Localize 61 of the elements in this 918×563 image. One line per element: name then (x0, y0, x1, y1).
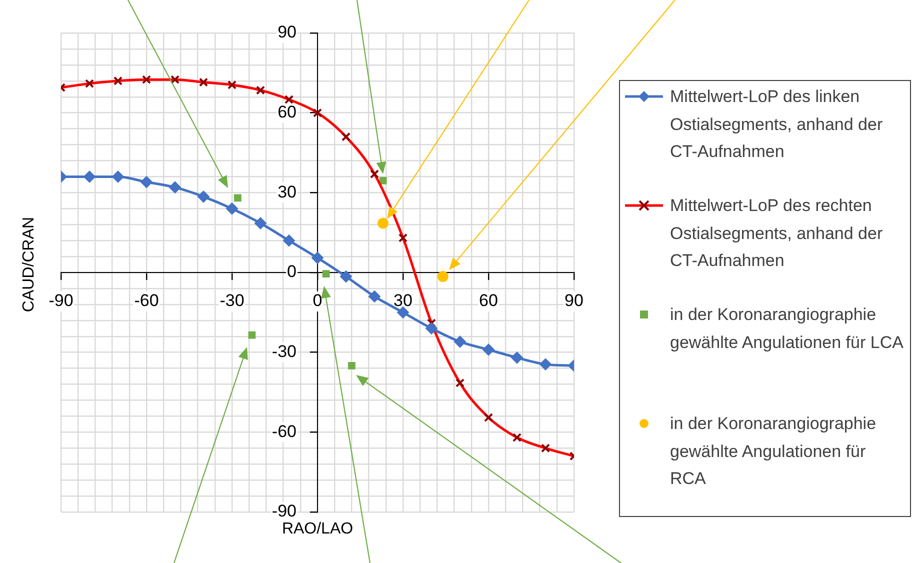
point (511, 352, 523, 364)
point (512, 432, 522, 442)
point (284, 94, 294, 104)
y-tick-label: 60 (278, 102, 296, 122)
point (455, 378, 465, 388)
y-tick-label: -60 (272, 422, 296, 441)
point (370, 170, 380, 179)
point (256, 86, 266, 95)
x-tick-label: -90 (48, 291, 74, 310)
x-tick-label: 90 (564, 291, 584, 310)
point (140, 176, 152, 188)
x-tick-label: 30 (394, 291, 412, 310)
point (170, 75, 180, 84)
x-tick-label: -30 (220, 291, 244, 310)
point (540, 358, 552, 370)
y-tick-label: 0 (287, 262, 296, 282)
y-tick-label: 30 (278, 182, 296, 202)
x-tick-label: 60 (479, 291, 498, 310)
point (378, 218, 389, 229)
point (348, 362, 356, 370)
x-tick-label: 0 (312, 291, 322, 310)
point (113, 76, 123, 86)
y-tick-label: -90 (272, 502, 296, 521)
point (437, 270, 448, 282)
point (341, 132, 351, 142)
point (283, 234, 295, 247)
point (398, 233, 408, 242)
y-axis-title: CAUD/CRAN (20, 216, 38, 312)
point (198, 78, 208, 87)
point (226, 202, 238, 215)
legend-label: in der Koronarangiographie gewählte Angulationen für LCA (670, 304, 904, 354)
point (112, 170, 124, 183)
point (426, 318, 436, 328)
point (322, 270, 330, 278)
point (397, 306, 409, 318)
y-tick-label: -30 (272, 342, 296, 362)
x-axis-title: RAO/LAO (282, 520, 354, 538)
point (84, 79, 94, 88)
point (484, 412, 494, 422)
point (198, 190, 210, 203)
point (379, 177, 387, 184)
point (340, 270, 352, 282)
point (454, 336, 466, 348)
x-tick-label: -60 (134, 291, 159, 310)
y-tick-label: 90 (278, 22, 296, 42)
point (227, 80, 237, 90)
point (540, 444, 550, 453)
legend-label: in der Koronarangiographie gewählte Angulationen für RCA (670, 413, 878, 490)
point (312, 252, 324, 264)
point (234, 194, 242, 202)
point (248, 331, 256, 339)
legend-label: Mittelwert-LoP des rechten Ostialsegments, anhand der CT-Aufnahmen (670, 195, 884, 272)
point (482, 344, 494, 356)
legend-label: Mittelwert-LoP des linken Ostialsegments, anhand der CT-Aufnahmen (670, 86, 884, 163)
point (312, 108, 322, 118)
point (254, 217, 266, 230)
point (169, 181, 181, 194)
point (368, 290, 380, 302)
point (426, 322, 438, 334)
point (142, 75, 152, 84)
point (84, 170, 96, 183)
